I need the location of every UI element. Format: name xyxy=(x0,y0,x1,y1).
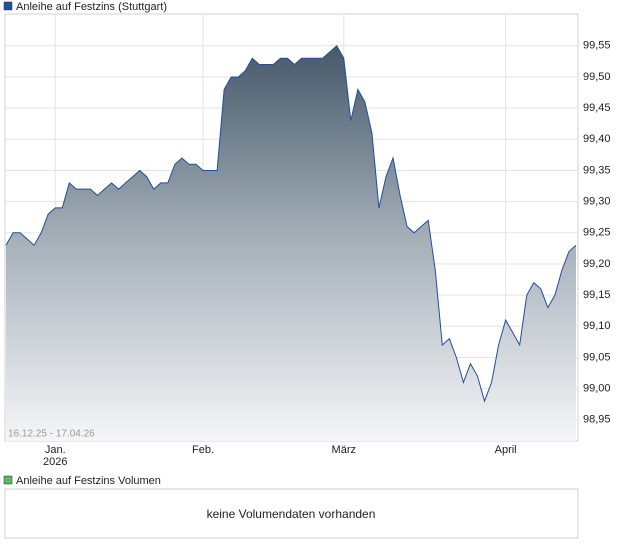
x-tick-label: Feb. xyxy=(192,444,214,456)
y-tick-label: 99,00 xyxy=(583,383,611,395)
y-tick-label: 99,50 xyxy=(583,71,611,83)
volume-message: keine Volumendaten vorhanden xyxy=(207,507,376,521)
line xyxy=(5,45,577,403)
y-tick-label: 99,10 xyxy=(583,320,611,332)
y-tick-label: 99,55 xyxy=(583,40,611,52)
y-tick-label: 99,45 xyxy=(583,102,611,114)
y-tick-label: 99,40 xyxy=(583,133,611,145)
x-tick-label: April xyxy=(495,444,517,456)
x-tick-label: Jan. xyxy=(45,444,66,456)
y-tick-label: 99,20 xyxy=(583,258,611,270)
y-tick-label: 99,15 xyxy=(583,289,611,301)
legend-label: Anleihe auf Festzins Volumen xyxy=(16,475,161,487)
area xyxy=(6,45,576,441)
y-tick-label: 99,25 xyxy=(583,227,611,239)
y-tick-label: 98,95 xyxy=(583,414,611,426)
volume-frame xyxy=(4,488,579,539)
legend-swatch xyxy=(3,1,13,11)
y-tick-label: 99,35 xyxy=(583,164,611,176)
legend-label: Anleihe auf Festzins (Stuttgart) xyxy=(16,1,167,13)
date-range: 16.12.25 - 17.04.26 xyxy=(8,429,95,440)
x-tick-label: März xyxy=(332,444,356,456)
y-tick-label: 99,05 xyxy=(583,351,611,363)
legend-swatch xyxy=(3,475,13,485)
x-year-label: 2026 xyxy=(43,456,67,468)
y-tick-label: 99,30 xyxy=(583,196,611,208)
